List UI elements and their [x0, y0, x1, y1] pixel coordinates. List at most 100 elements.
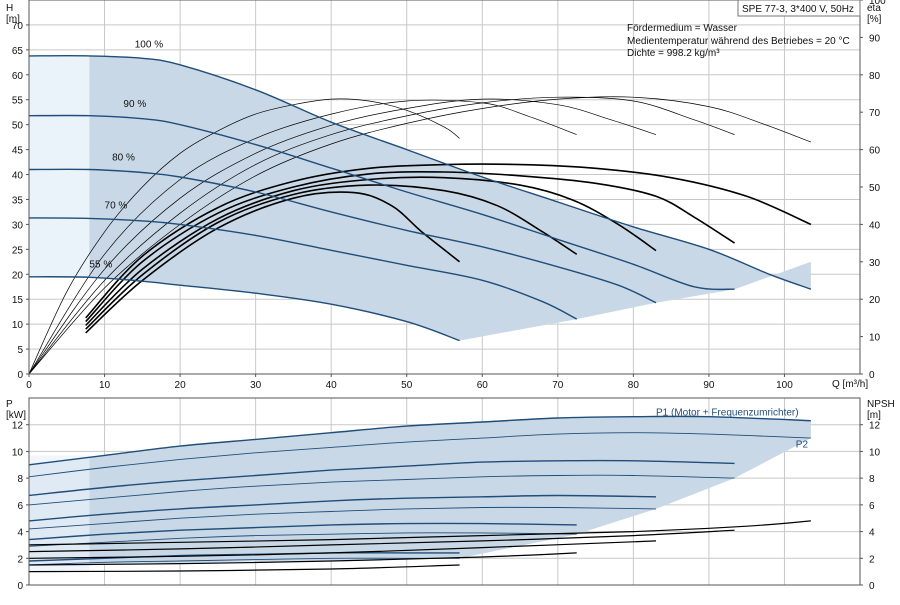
power-ytick-label-right-2: 2 [869, 554, 875, 565]
p2-curve-2 [28, 506, 657, 530]
head-ytick-label-right-70: 70 [869, 108, 881, 119]
power-ytick-label-right-0: 0 [869, 581, 875, 592]
fluid-info: Fördermedium = Wasser Medientemperatur w… [627, 23, 850, 59]
head-xtick-label-80: 80 [628, 380, 640, 391]
title-box: SPE 77-3, 3*400 V, 50Hz [737, 0, 861, 17]
power-ytick-label-left-0: 0 [17, 581, 23, 592]
power-ytick-label-left-4: 4 [17, 528, 23, 539]
power-operating-envelope [29, 416, 811, 565]
p1-curve-3 [28, 522, 577, 541]
eta-thick-curve-4 [85, 163, 812, 319]
head-ytick-label-left-5: 5 [17, 345, 23, 356]
head-xtick-label-100: 100 [776, 380, 793, 391]
npsh-curve-4 [28, 520, 811, 546]
head-ytick-label-right-50: 50 [869, 183, 881, 194]
npsh-curve-2 [28, 540, 657, 559]
head-ytick-label-left-30: 30 [12, 220, 24, 231]
power-ytick-label-right-8: 8 [869, 474, 875, 485]
power-ytick-label-left-8: 8 [17, 474, 23, 485]
power-ytick-label-right-10: 10 [869, 447, 881, 458]
eta-thick-curve-1 [85, 184, 578, 330]
head-speed-curve-1 [28, 114, 735, 291]
power-ytick-label-left-2: 2 [17, 554, 23, 565]
head-speed-label-0: 100 % [135, 39, 163, 50]
head-ytick-label-left-45: 45 [12, 146, 24, 157]
power-curve-label-0: P1 (Motor + Frequenzumrichter) [656, 407, 799, 418]
head-speed-label-3: 70 % [105, 200, 128, 211]
head-xtick-label-70: 70 [552, 380, 564, 391]
head-xtick-label-40: 40 [326, 380, 338, 391]
npsh-axis-label: NPSH [867, 399, 895, 410]
p1-curve-2 [28, 494, 657, 522]
power-ytick-label-right-6: 6 [869, 501, 875, 512]
power-low-flow-zone [29, 455, 90, 572]
power-curve-label-1: P2 [796, 439, 809, 450]
power-ytick-label-right-12: 12 [869, 421, 881, 432]
title-box-frame [737, 0, 861, 17]
npsh-axis-unit: [m] [867, 410, 881, 421]
head-ytick-label-right-10: 10 [869, 333, 881, 344]
head-ytick-label-left-40: 40 [12, 171, 24, 182]
flow-axis-label: Q [m³/h] [832, 379, 868, 390]
head-ytick-label-left-10: 10 [12, 320, 24, 331]
head-ytick-label-left-60: 60 [12, 71, 24, 82]
p2-curve-4 [28, 557, 460, 566]
head-ytick-label-left-0: 0 [17, 370, 23, 381]
head-xtick-label-0: 0 [26, 380, 32, 391]
eta-thin-curve-1 [28, 99, 577, 375]
info-line-medium: Fördermedium = Wasser [627, 23, 738, 34]
head-ytick-label-left-35: 35 [12, 195, 24, 206]
info-line-temperature: Medientemperatur während des Betriebes =… [627, 36, 850, 47]
power-axis-unit: [kW] [6, 410, 26, 421]
head-efficiency-chart: 100 % 90 % 80 % 70 % 55 % 0 5 10 15 20 25 30 35 40 45 5… [12, 0, 886, 391]
chart-title: SPE 77-3, 3*400 V, 50Hz [742, 4, 854, 15]
head-xtick-label-20: 20 [175, 380, 187, 391]
npsh-curve-3 [28, 529, 735, 553]
info-line-density: Dichte = 998.2 kg/m³ [627, 48, 720, 59]
power-plot-frame [28, 397, 861, 586]
head-speed-label-2: 80 % [112, 153, 135, 164]
head-speed-curve-4 [28, 276, 460, 342]
head-ytick-label-left-15: 15 [12, 295, 24, 306]
power-ytick-label-right-4: 4 [869, 528, 875, 539]
power-ytick-label-left-12: 12 [12, 421, 24, 432]
head-ytick-label-left-70: 70 [12, 21, 24, 32]
p1-curve-1 [28, 459, 735, 497]
head-xtick-label-50: 50 [401, 380, 413, 391]
head-ytick-label-left-65: 65 [12, 46, 24, 57]
eta-thick-curve-3 [85, 171, 736, 323]
p2-curve-1 [28, 474, 735, 506]
power-ytick-label-left-10: 10 [12, 447, 24, 458]
power-axis-label: P [6, 399, 13, 410]
head-ytick-label-left-20: 20 [12, 270, 24, 281]
head-xtick-label-90: 90 [703, 380, 715, 391]
head-ytick-label-right-90: 90 [869, 33, 881, 44]
head-speed-label-4: 55 % [89, 259, 112, 270]
p2-curve-0 [28, 432, 811, 478]
head-ytick-label-left-55: 55 [12, 96, 24, 107]
eta-axis-label: eta [867, 3, 881, 14]
head-speed-label-1: 90 % [123, 99, 146, 110]
head-axis-unit: [m] [6, 14, 20, 25]
head-ytick-label-right-60: 60 [869, 146, 881, 157]
eta-thin-curve-0 [28, 98, 460, 375]
eta-thin-curve-3 [28, 96, 735, 375]
npsh-curve-0 [28, 564, 460, 573]
head-ytick-label-right-20: 20 [869, 295, 881, 306]
head-xtick-label-30: 30 [250, 380, 262, 391]
head-xtick-label-10: 10 [99, 380, 111, 391]
head-low-flow-zone [29, 55, 90, 278]
head-ytick-label-right-80: 80 [869, 71, 881, 82]
head-axis-label: H [6, 3, 13, 14]
p1-curve-0 [28, 415, 811, 466]
npsh-curve-1 [28, 552, 577, 566]
head-ytick-label-right-40: 40 [869, 220, 881, 231]
power-npsh-chart: P1 (Motor + Frequenzumrichter) P2 0 2 4 6 8 10 1… [12, 397, 881, 592]
head-ytick-label-right-0: 0 [869, 370, 875, 381]
eta-thick-curve-0 [85, 191, 461, 334]
head-speed-curve-3 [28, 217, 578, 320]
head-operating-envelope [89, 55, 811, 341]
p2-curve-3 [28, 532, 577, 547]
head-ytick-label-right-100: 100 [869, 0, 886, 7]
